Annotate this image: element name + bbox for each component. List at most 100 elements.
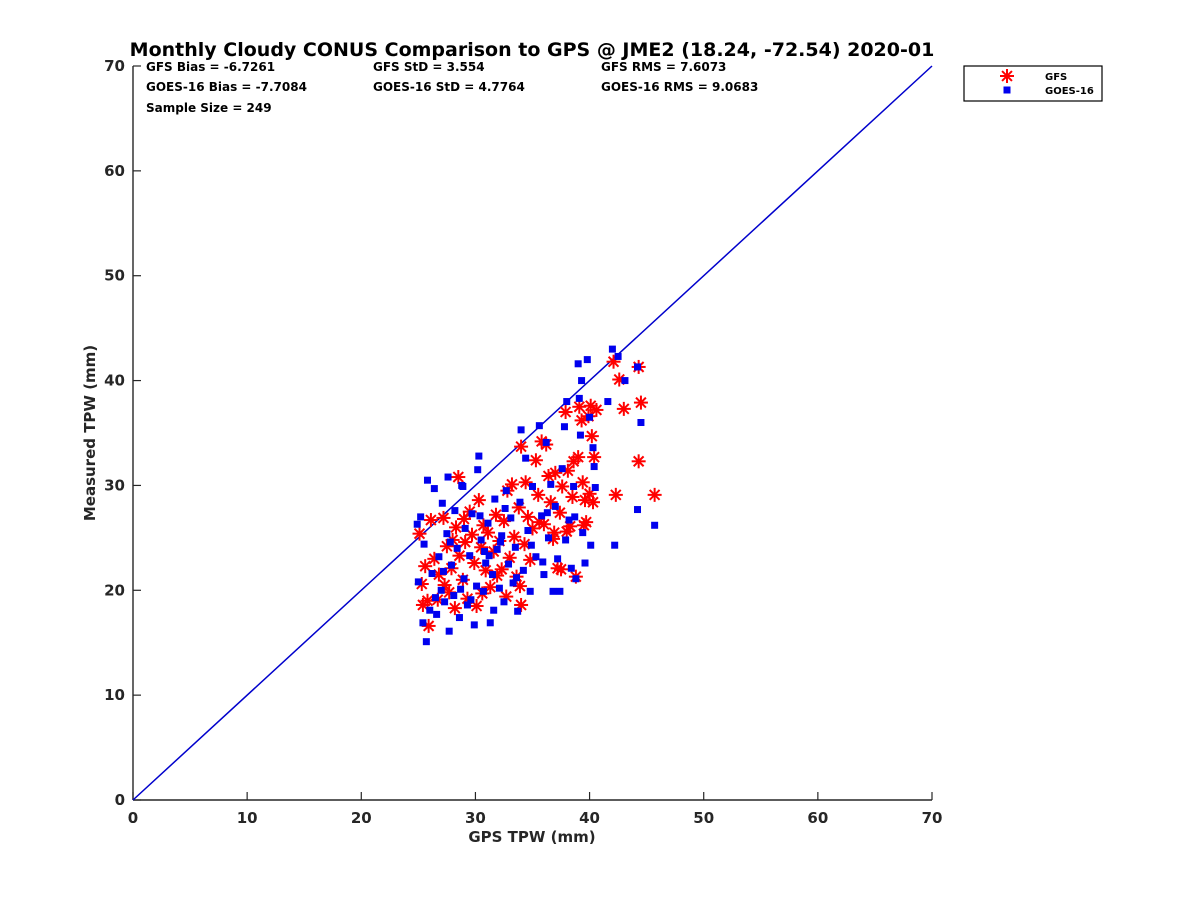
x-tick-label: 10 bbox=[237, 809, 258, 827]
data-point-goes16 bbox=[547, 480, 555, 488]
x-tick-label: 60 bbox=[807, 809, 828, 827]
data-point-goes16 bbox=[540, 571, 548, 579]
stat-text: GOES-16 RMS = 9.0683 bbox=[601, 80, 758, 94]
data-point-goes16 bbox=[563, 398, 571, 406]
data-point-goes16 bbox=[466, 552, 474, 560]
data-point-goes16 bbox=[475, 452, 483, 460]
data-point-goes16 bbox=[591, 484, 599, 492]
data-point-goes16 bbox=[433, 610, 441, 618]
data-point-goes16 bbox=[556, 587, 564, 595]
data-point-gfs bbox=[437, 578, 452, 593]
one-to-one-line bbox=[132, 65, 933, 801]
data-point-goes16 bbox=[484, 519, 492, 527]
x-axis-label: GPS TPW (mm) bbox=[468, 828, 595, 846]
data-point-gfs bbox=[469, 599, 484, 614]
data-point-goes16 bbox=[455, 614, 463, 622]
data-point-gfs bbox=[608, 487, 623, 502]
data-point-goes16 bbox=[589, 444, 597, 452]
y-tick-label: 60 bbox=[104, 162, 125, 180]
data-point-goes16 bbox=[422, 638, 430, 646]
data-point-goes16 bbox=[470, 621, 478, 629]
data-point-goes16 bbox=[423, 476, 431, 484]
data-point-goes16 bbox=[431, 594, 439, 602]
stat-text: GFS RMS = 7.6073 bbox=[601, 60, 726, 74]
stat-text: Sample Size = 249 bbox=[146, 101, 272, 115]
data-point-goes16 bbox=[538, 512, 546, 520]
data-point-gfs bbox=[647, 487, 662, 502]
stat-text: GOES-16 StD = 4.7764 bbox=[373, 80, 525, 94]
data-point-goes16 bbox=[572, 575, 580, 583]
data-point-goes16 bbox=[463, 601, 471, 609]
data-point-gfs bbox=[558, 405, 573, 420]
data-point-gfs bbox=[483, 580, 498, 595]
data-point-goes16 bbox=[535, 422, 543, 430]
data-point-goes16 bbox=[549, 587, 557, 595]
data-point-gfs bbox=[423, 513, 438, 528]
data-point-goes16 bbox=[444, 473, 452, 481]
data-point-goes16 bbox=[443, 530, 451, 538]
data-point-gfs bbox=[575, 475, 590, 490]
data-point-goes16 bbox=[576, 431, 584, 439]
data-point-gfs bbox=[494, 562, 509, 577]
data-point-gfs bbox=[559, 524, 574, 539]
data-point-gfs bbox=[451, 470, 466, 485]
x-tick-label: 70 bbox=[922, 809, 943, 827]
data-point-goes16 bbox=[468, 510, 476, 518]
data-point-gfs bbox=[514, 439, 529, 454]
data-point-goes16 bbox=[522, 454, 530, 462]
data-point-goes16 bbox=[479, 587, 487, 595]
data-point-gfs bbox=[585, 495, 600, 510]
data-point-goes16 bbox=[419, 619, 427, 627]
data-point-gfs bbox=[447, 601, 462, 616]
data-point-goes16 bbox=[539, 558, 547, 566]
data-point-goes16 bbox=[474, 466, 482, 474]
data-point-goes16 bbox=[527, 541, 535, 549]
data-point-goes16 bbox=[426, 606, 434, 614]
data-point-goes16 bbox=[571, 513, 579, 521]
data-point-goes16 bbox=[604, 398, 612, 406]
data-point-goes16 bbox=[524, 527, 532, 535]
data-point-goes16 bbox=[467, 596, 475, 604]
data-point-goes16 bbox=[491, 495, 499, 503]
data-point-goes16 bbox=[498, 532, 506, 540]
data-point-goes16 bbox=[417, 513, 425, 521]
data-point-goes16 bbox=[461, 524, 469, 532]
y-tick-label: 20 bbox=[104, 581, 125, 599]
data-point-goes16 bbox=[590, 463, 598, 471]
series-gfs bbox=[412, 354, 662, 633]
data-point-gfs bbox=[589, 402, 604, 417]
data-point-gfs bbox=[571, 450, 586, 465]
legend-label: GOES-16 bbox=[1045, 86, 1094, 97]
data-point-goes16 bbox=[544, 534, 552, 542]
data-point-goes16 bbox=[482, 559, 490, 567]
data-point-goes16 bbox=[497, 538, 505, 546]
data-point-gfs bbox=[507, 529, 522, 544]
data-point-goes16 bbox=[519, 566, 527, 574]
data-point-goes16 bbox=[486, 619, 494, 627]
data-point-gfs bbox=[471, 493, 486, 508]
data-point-goes16 bbox=[560, 423, 568, 431]
data-point-goes16 bbox=[437, 586, 445, 594]
data-point-goes16 bbox=[574, 360, 582, 368]
data-point-goes16 bbox=[451, 507, 459, 515]
data-point-goes16 bbox=[489, 571, 497, 579]
data-point-goes16 bbox=[485, 552, 493, 560]
data-point-gfs bbox=[467, 556, 482, 571]
data-point-goes16 bbox=[460, 575, 468, 583]
data-point-goes16 bbox=[611, 541, 619, 549]
data-point-gfs bbox=[421, 618, 436, 633]
data-point-gfs bbox=[587, 450, 602, 465]
legend-marker-goes16 bbox=[1003, 86, 1011, 94]
data-point-goes16 bbox=[637, 419, 645, 427]
data-point-goes16 bbox=[435, 553, 443, 561]
data-point-gfs bbox=[631, 454, 646, 469]
stat-text: GOES-16 Bias = -7.7084 bbox=[146, 80, 307, 94]
data-point-goes16 bbox=[634, 363, 642, 371]
data-point-goes16 bbox=[517, 426, 525, 434]
data-point-goes16 bbox=[570, 482, 578, 490]
data-point-goes16 bbox=[587, 541, 595, 549]
data-point-goes16 bbox=[651, 521, 659, 529]
data-point-goes16 bbox=[450, 592, 458, 600]
legend-box bbox=[963, 65, 1103, 102]
